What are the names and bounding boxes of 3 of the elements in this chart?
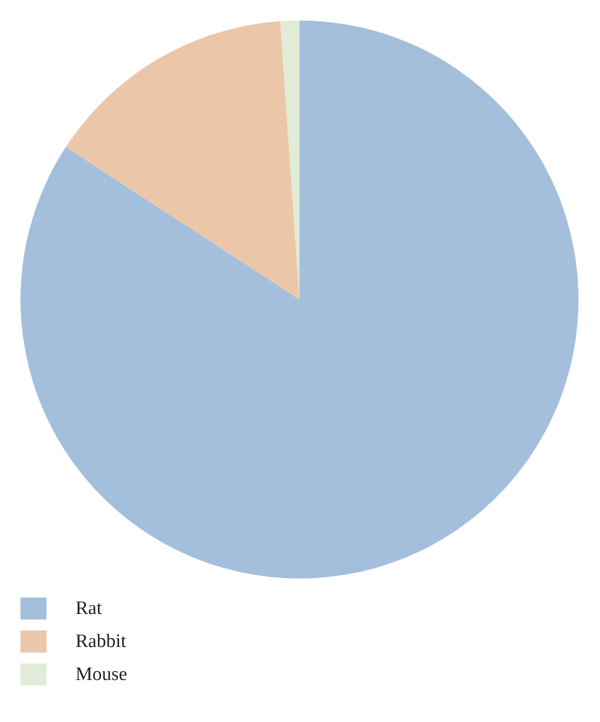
legend-label: Rat	[76, 598, 103, 619]
legend-label: Mouse	[76, 664, 128, 685]
legend-label: Rabbit	[76, 631, 127, 652]
